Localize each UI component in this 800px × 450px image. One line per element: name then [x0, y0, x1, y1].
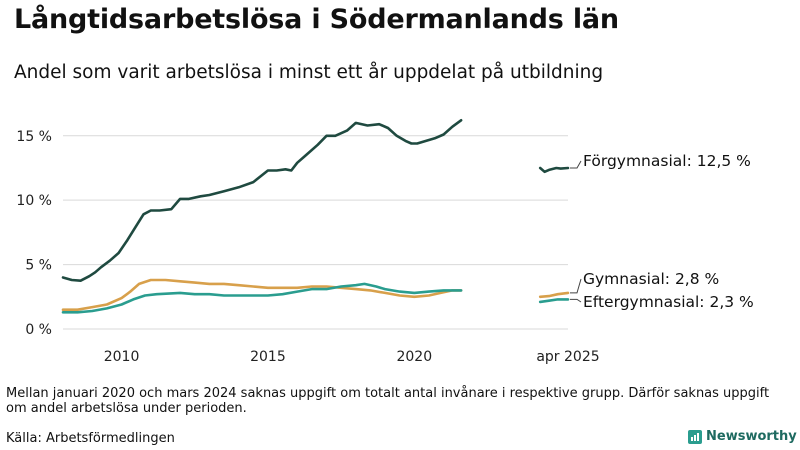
y-tick-label: 15 % — [16, 129, 52, 145]
chart-subtitle: Andel som varit arbetslösa i minst ett å… — [14, 62, 604, 83]
label-connector — [570, 160, 582, 169]
newsworthy-logo-icon — [688, 429, 702, 444]
label-connector — [570, 298, 582, 303]
brand-name: Newsworthy — [706, 429, 797, 444]
series-line-förgymnasial — [61, 119, 463, 283]
chart-title: Långtidsarbetslösa i Södermanlands län — [14, 4, 619, 35]
y-tick-label: 0 % — [25, 322, 52, 338]
y-tick-label: 10 % — [16, 193, 52, 209]
series-label-gymnasial: Gymnasial: 2,8 % — [583, 270, 719, 288]
series-label-förgymnasial: Förgymnasial: 12,5 % — [583, 152, 751, 170]
series-line-gymnasial — [61, 278, 463, 312]
brand-logo: Newsworthy — [688, 429, 797, 444]
series-labels: Förgymnasial: 12,5 % Gymnasial: 2,8 % Efte… — [570, 152, 754, 311]
x-tick-label: apr 2025 — [536, 349, 599, 365]
footnote: Mellan januari 2020 och mars 2024 saknas… — [6, 386, 770, 416]
label-connector — [570, 278, 582, 294]
series-line-gymnasial — [538, 291, 570, 299]
series-lines — [61, 119, 570, 314]
series-line-förgymnasial — [538, 166, 570, 174]
y-axis: 0 % 5 % 10 % 15 % — [16, 129, 52, 338]
x-tick-label: 2015 — [250, 349, 286, 365]
series-label-eftergymnasial: Eftergymnasial: 2,3 % — [583, 293, 754, 311]
x-tick-label: 2010 — [104, 349, 140, 365]
series-line-eftergymnasial — [61, 282, 463, 314]
series-line-eftergymnasial — [538, 298, 570, 304]
y-tick-label: 5 % — [25, 258, 52, 274]
x-axis: 2010 2015 2020 apr 2025 — [104, 349, 600, 365]
grid-lines — [63, 135, 568, 330]
x-tick-label: 2020 — [396, 349, 432, 365]
source-text: Källa: Arbetsförmedlingen — [6, 431, 175, 446]
